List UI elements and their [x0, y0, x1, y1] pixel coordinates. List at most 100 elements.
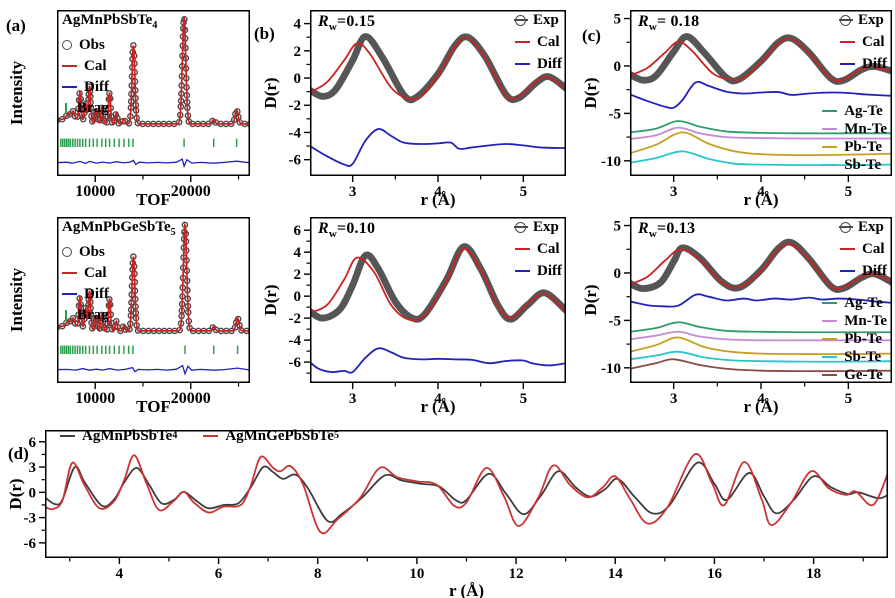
- svg-text:3: 3: [349, 184, 357, 200]
- b-bottom-plot-svg: 3 4 5 6 4 2 0 -2 -4 -6: [289, 217, 566, 407]
- legend-item-pb-te: Pb-Te: [822, 139, 887, 155]
- svg-text:4: 4: [294, 17, 302, 33]
- svg-text:-6: -6: [289, 355, 302, 371]
- legend: AgMnPbGeSbTe5 Obs Cal Diff Brag: [62, 219, 176, 323]
- svg-text:6: 6: [29, 435, 37, 451]
- legend-item-diff: Diff: [515, 263, 562, 279]
- diff-line-marker: [62, 293, 77, 295]
- legend-item-diff: Diff: [840, 263, 887, 279]
- legend-item-cal: Cal: [62, 58, 157, 74]
- d-plot-svg: 4 6 8 10 12 14 16 18 6 3 0 -3 -6: [24, 430, 888, 582]
- svg-text:-5: -5: [609, 313, 622, 329]
- exp-circle-marker: [838, 14, 853, 26]
- panel-d-pdf-comparison: (d) D(r) 4 6 8 10 12 14 16 18 6 3 0 -3 -6 r (Å) AgMn…: [0, 414, 895, 598]
- svg-text:0: 0: [29, 485, 37, 501]
- rw-value: Rw=0.13: [638, 220, 696, 241]
- partial-pair-legend: Ag-Te Mn-Te Pb-Te Sb-Te Ge-Te: [822, 295, 887, 383]
- svg-text:0: 0: [294, 71, 302, 87]
- svg-text:0: 0: [614, 266, 622, 282]
- svg-text:-4: -4: [289, 333, 302, 349]
- svg-text:3: 3: [29, 460, 37, 476]
- legend-item-cal: Cal: [840, 34, 885, 50]
- legend-item-diff: Diff: [840, 56, 887, 72]
- mn-te-line-marker: [822, 320, 838, 322]
- panel-a-bottom-diffraction: Intensity 10000 20000 TOF AgMnPbGeSbTe5 O…: [0, 207, 258, 416]
- ge-te-line-marker: [822, 374, 838, 376]
- legend-item-cal: Cal: [62, 265, 176, 281]
- svg-text:18: 18: [806, 566, 821, 582]
- legend-item-exp: Exp: [513, 219, 559, 235]
- legend: AgMnPbSbTe 4 AgMnGePbSbTe 5: [60, 428, 339, 444]
- panel-b-top-pdf-fit: (b) D(r) 3 4 5 4 2 0 -2 -4 -6 r (Å) Rw=0.15 Exp …: [254, 0, 578, 209]
- svg-text:4: 4: [434, 391, 442, 407]
- svg-text:12: 12: [509, 566, 524, 582]
- legend-item-mn-te: Mn-Te: [822, 121, 887, 137]
- svg-text:4: 4: [757, 184, 765, 200]
- legend: Exp Cal Diff: [838, 12, 887, 72]
- sample-title: AgMnPbSbTe4: [62, 12, 158, 31]
- c-top-plot-svg: 3 4 5 5 0 -5 -10: [601, 10, 892, 200]
- legend-item-agmngepbsbte5: AgMnGePbSbTe 5: [203, 428, 339, 444]
- legend-item-cal: Cal: [515, 34, 560, 50]
- rw-value: Rw=0.15: [318, 13, 376, 34]
- legend-item-sb-te: Sb-Te: [822, 157, 887, 173]
- svg-text:-10: -10: [601, 361, 621, 377]
- legend: AgMnPbSbTe4 Obs Cal Diff Brag: [62, 12, 157, 116]
- svg-text:-6: -6: [24, 536, 37, 552]
- legend-item-exp: Exp: [838, 12, 884, 28]
- pb-te-line-marker: [822, 338, 838, 340]
- b-top-plot-svg: 3 4 5 4 2 0 -2 -4 -6: [289, 10, 566, 200]
- partial-pair-legend: Ag-Te Mn-Te Pb-Te Sb-Te: [822, 103, 887, 173]
- a-top-plot-svg: 10000 20000: [57, 10, 250, 200]
- a-bottom-plot-svg: 10000 20000: [57, 217, 250, 407]
- svg-text:5: 5: [845, 391, 853, 407]
- svg-text:5: 5: [845, 184, 853, 200]
- legend-item-agmnpbsbte4: AgMnPbSbTe 4: [60, 428, 177, 444]
- svg-text:3: 3: [670, 391, 678, 407]
- svg-text:-6: -6: [289, 153, 302, 169]
- diff-line-marker: [515, 270, 530, 272]
- red-line-marker: [203, 435, 219, 437]
- svg-text:20000: 20000: [171, 183, 211, 200]
- exp-circle-marker: [513, 14, 528, 26]
- panel-letter-a: (a): [6, 16, 26, 35]
- svg-text:5: 5: [520, 391, 528, 407]
- exp-circle-marker: [838, 221, 853, 233]
- svg-text:4: 4: [434, 184, 442, 200]
- mn-te-line-marker: [822, 128, 838, 130]
- svg-text:0: 0: [614, 59, 622, 75]
- ag-te-line-marker: [822, 110, 838, 112]
- legend-item-ag-te: Ag-Te: [822, 103, 887, 119]
- panel-letter-b: (b): [254, 24, 275, 43]
- svg-text:8: 8: [314, 566, 322, 582]
- svg-text:2: 2: [294, 267, 302, 283]
- svg-text:6: 6: [294, 223, 302, 239]
- obs-circle-marker: [62, 40, 72, 50]
- sb-te-line-marker: [822, 164, 838, 166]
- svg-text:20000: 20000: [171, 390, 211, 407]
- legend-item-ag-te: Ag-Te: [822, 295, 887, 311]
- legend-item-brag: Brag: [62, 307, 176, 323]
- legend-item-brag: Brag: [62, 100, 157, 116]
- legend-item-obs: Obs: [62, 244, 176, 260]
- svg-text:3: 3: [349, 391, 357, 407]
- panel-b-bottom-pdf-fit: D(r) 3 4 5 6 4 2 0 -2 -4 -6 r (Å) Rw=0.10 Exp Cal…: [258, 207, 578, 416]
- svg-text:16: 16: [707, 566, 723, 582]
- svg-text:0: 0: [294, 289, 302, 305]
- svg-text:4: 4: [116, 566, 124, 582]
- panel-letter-d: (d): [8, 444, 29, 463]
- svg-text:-5: -5: [609, 106, 622, 122]
- rw-value: Rw=0.10: [318, 220, 376, 241]
- rw-value: Rw= 0.18: [638, 13, 700, 34]
- legend-item-cal: Cal: [515, 241, 560, 257]
- diff-line-marker: [515, 63, 530, 65]
- legend: Exp Cal Diff: [513, 12, 562, 72]
- pb-te-line-marker: [822, 146, 838, 148]
- svg-text:10000: 10000: [75, 390, 115, 407]
- legend-item-diff: Diff: [62, 79, 157, 95]
- svg-text:5: 5: [614, 12, 622, 28]
- panel-letter-c: (c): [582, 26, 601, 45]
- legend-item-diff: Diff: [62, 286, 176, 302]
- cal-line-marker: [515, 248, 530, 250]
- black-line-marker: [60, 435, 75, 437]
